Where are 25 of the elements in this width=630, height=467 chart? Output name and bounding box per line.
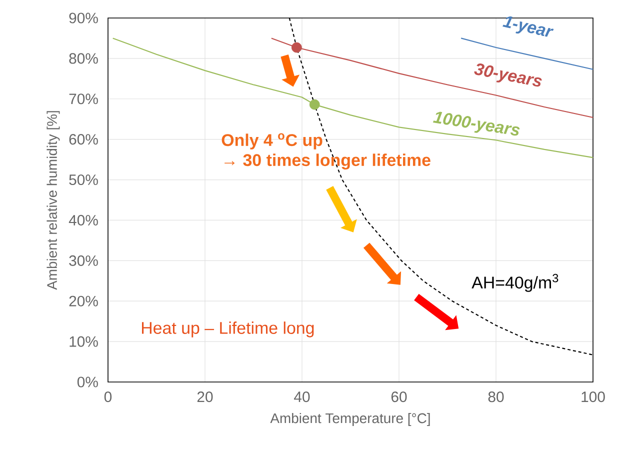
y-axis-title: Ambient relative humidity [%] (46, 111, 60, 290)
x-tick-label: 40 (294, 392, 310, 402)
y-tick-label: 90% (69, 12, 98, 24)
x-tick-label: 80 (488, 392, 504, 402)
text: 1-year (502, 16, 554, 37)
y-tick-label: 10% (70, 336, 98, 347)
series-label: AH=40g/m$^{3}$ (472, 274, 558, 292)
y-tick-label: 80% (69, 53, 98, 64)
x-tick-label: 20 (197, 392, 213, 402)
y-tick-label: 60% (69, 134, 98, 145)
y-tick-label: 30% (69, 255, 98, 266)
text: 1000-years (432, 112, 520, 136)
x-tick-label: 0 (104, 392, 112, 402)
annotation: Only 4 $^{o}$C up (222, 133, 322, 150)
text: 30-years (474, 64, 542, 87)
annotation: Heat up – Lifetime long (142, 322, 314, 338)
x-tick-label: 60 (391, 392, 407, 402)
x-tick-label: 100 (582, 392, 605, 402)
y-tick-label: 0% (77, 376, 98, 388)
x-axis-title: Ambient Temperature [°C] (270, 412, 430, 426)
y-tick-label: 70% (69, 94, 98, 104)
y-tick-label: 40% (68, 214, 98, 226)
annotation: → 30 times longer lifetime (224, 154, 430, 170)
y-tick-label: 20% (69, 296, 98, 306)
y-tick-label: 50% (69, 174, 98, 186)
